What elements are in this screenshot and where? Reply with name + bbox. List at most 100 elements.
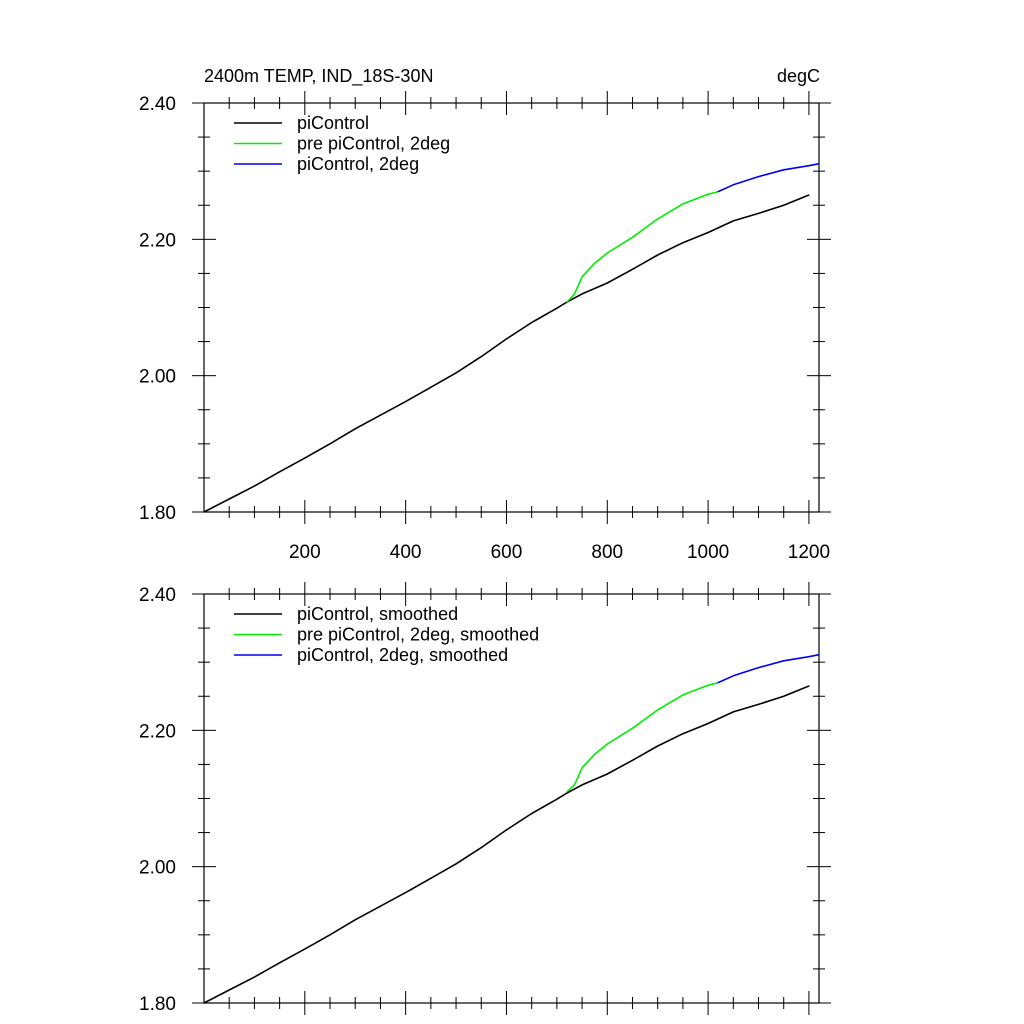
series-point bbox=[556, 307, 558, 309]
series-point bbox=[329, 443, 331, 445]
series-point bbox=[707, 722, 709, 725]
series-point bbox=[757, 703, 760, 706]
series-point bbox=[808, 194, 810, 196]
series-point bbox=[732, 675, 734, 677]
series-line-2 bbox=[566, 190, 719, 303]
series-line-2 bbox=[566, 681, 719, 793]
series-point bbox=[253, 976, 255, 978]
series-point bbox=[531, 321, 533, 324]
series-point bbox=[606, 773, 608, 775]
series-point bbox=[717, 682, 719, 684]
y-tick-label: 2.40 bbox=[139, 585, 176, 606]
series-point bbox=[783, 660, 785, 662]
series-point bbox=[531, 812, 533, 815]
series-point bbox=[631, 727, 634, 729]
x-tick-label: 200 bbox=[289, 542, 321, 563]
series-point bbox=[594, 753, 596, 755]
series-point bbox=[808, 656, 810, 658]
x-tick-label: 1200 bbox=[788, 542, 830, 563]
series-point bbox=[818, 163, 820, 165]
series-point bbox=[757, 212, 760, 214]
legend-label: pre piControl, 2deg, smoothed bbox=[297, 625, 539, 645]
y-tick-label: 2.40 bbox=[139, 94, 176, 115]
legend-label: pre piControl, 2deg bbox=[297, 134, 450, 154]
y-tick-label: 1.80 bbox=[139, 503, 176, 524]
series-point bbox=[379, 905, 381, 907]
series-point bbox=[631, 236, 634, 238]
series-point bbox=[505, 338, 508, 340]
legend-label: piControl bbox=[297, 113, 369, 133]
series-point bbox=[304, 948, 306, 950]
series-point bbox=[657, 218, 659, 220]
series-point bbox=[203, 511, 205, 513]
series-line-1 bbox=[203, 194, 810, 513]
series-point bbox=[606, 282, 608, 284]
series-point bbox=[379, 414, 381, 416]
series-point bbox=[556, 798, 558, 800]
series-point bbox=[707, 231, 709, 234]
series-point bbox=[566, 791, 568, 793]
series-point bbox=[455, 372, 457, 374]
x-tick-label: 400 bbox=[390, 542, 422, 563]
series-line-3 bbox=[717, 653, 820, 684]
series-point bbox=[566, 792, 568, 794]
series-point bbox=[594, 262, 596, 264]
y-tick-label: 1.80 bbox=[139, 994, 176, 1015]
series-point bbox=[405, 401, 407, 403]
series-point bbox=[657, 709, 659, 711]
series-point bbox=[732, 220, 734, 222]
series-point bbox=[228, 498, 230, 500]
series-point bbox=[783, 695, 785, 697]
series-point bbox=[573, 293, 576, 295]
series-point bbox=[480, 356, 482, 358]
series-point bbox=[657, 254, 659, 256]
series-point bbox=[717, 191, 719, 193]
series-point bbox=[682, 203, 684, 205]
series-line-1 bbox=[203, 685, 810, 1004]
x-tick-label: 1000 bbox=[687, 542, 729, 563]
series-point bbox=[783, 169, 785, 171]
series-point bbox=[682, 242, 684, 244]
series-point bbox=[808, 165, 810, 167]
series-point bbox=[631, 268, 634, 270]
series-point bbox=[707, 684, 709, 686]
series-point bbox=[573, 784, 576, 786]
series-point bbox=[818, 654, 820, 656]
series-point bbox=[405, 892, 407, 894]
series-point bbox=[682, 733, 684, 735]
top-panel: 200 400 600 800 1000 1200 1.80 2.00 2.20 2.40 piCo… bbox=[139, 91, 831, 563]
series-point bbox=[228, 989, 230, 991]
chart-title: 2400m TEMP, IND_18S-30N bbox=[204, 66, 433, 87]
legend-label: piControl, 2deg, smoothed bbox=[297, 645, 508, 665]
y-tick-label: 2.20 bbox=[139, 230, 176, 251]
series-point bbox=[253, 485, 255, 487]
series-point bbox=[682, 694, 684, 696]
series-point bbox=[757, 667, 760, 669]
series-point bbox=[430, 877, 432, 879]
series-point bbox=[657, 745, 659, 747]
series-point bbox=[505, 829, 508, 831]
series-point bbox=[581, 767, 583, 769]
y-tick-label: 2.20 bbox=[139, 721, 176, 742]
series-point bbox=[566, 301, 568, 303]
series-point bbox=[430, 386, 432, 388]
series-line-3 bbox=[717, 162, 820, 193]
series-point bbox=[606, 743, 608, 745]
series-point bbox=[304, 457, 306, 459]
series-point bbox=[732, 184, 734, 186]
series-point bbox=[279, 471, 281, 473]
series-point bbox=[329, 934, 331, 936]
series-point bbox=[455, 863, 457, 865]
series-point bbox=[354, 428, 356, 430]
series-point bbox=[279, 962, 281, 964]
series-point bbox=[354, 919, 356, 921]
series-point bbox=[757, 176, 760, 178]
series-point bbox=[581, 293, 583, 295]
series-point bbox=[480, 847, 482, 849]
x-tick-label: 800 bbox=[591, 542, 623, 563]
x-tick-label: 600 bbox=[491, 542, 523, 563]
y-tick-label: 2.00 bbox=[139, 858, 176, 879]
series-point bbox=[581, 276, 583, 278]
